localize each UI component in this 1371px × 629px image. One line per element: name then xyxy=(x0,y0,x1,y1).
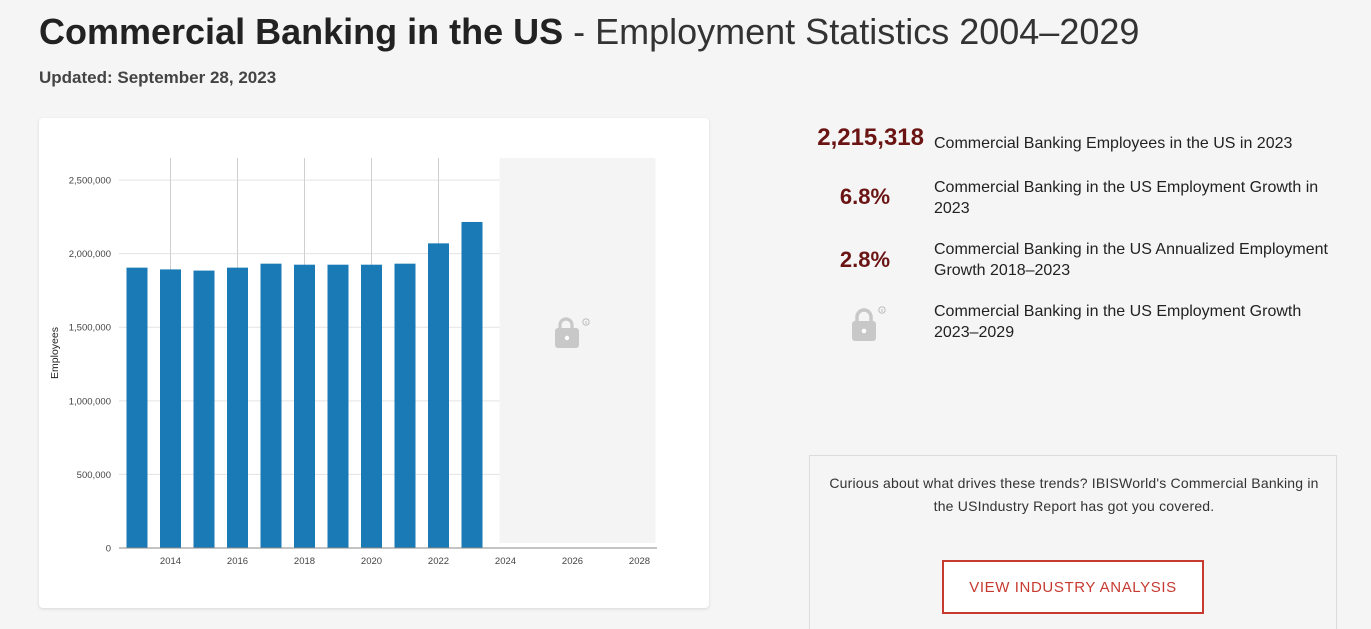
stat-label: Commercial Banking Employees in the US i… xyxy=(934,135,1293,152)
stat-value: 2.8% xyxy=(839,247,891,272)
stat-label: Commercial Banking in the US Annualized … xyxy=(934,241,1328,279)
chart-card: 0 500,000 1,000,000 1,500,000 2,000,000 2,500… xyxy=(39,118,709,608)
y-tick-label: 2,000,000 xyxy=(69,249,111,260)
bar-2016[interactable] xyxy=(227,267,248,548)
cta-text: Curious about what drives these trends? … xyxy=(829,475,1319,514)
stat-employees: 2,215,318 Commercial Banking Employees i… xyxy=(800,124,1360,154)
page-title-main: Commercial Banking in the US xyxy=(39,11,564,52)
bar-2019[interactable] xyxy=(327,264,349,548)
y-axis-label: Employees xyxy=(49,327,61,379)
x-tick-label: 2018 xyxy=(294,556,315,567)
bar-2020[interactable] xyxy=(361,264,382,548)
view-industry-analysis-button[interactable]: VIEW INDUSTRY ANALYSIS xyxy=(942,560,1204,614)
stat-growth-2023: 6.8% Commercial Banking in the US Employ… xyxy=(800,176,1360,220)
page-title: Commercial Banking in the US - Employmen… xyxy=(39,10,1139,54)
lock-icon[interactable] xyxy=(555,317,590,348)
bar-2018[interactable] xyxy=(294,264,315,548)
bar-2013[interactable] xyxy=(126,267,148,548)
page-title-sub: - Employment Statistics 2004–2029 xyxy=(563,11,1140,52)
y-tick-label: 0 xyxy=(106,544,111,555)
bar-2017[interactable] xyxy=(260,263,282,548)
x-tick-label: 2014 xyxy=(160,556,181,567)
x-tick-label: 2026 xyxy=(562,556,583,567)
x-tick-label: 2020 xyxy=(361,556,382,567)
locked-forecast-area xyxy=(499,158,656,543)
stat-value: 2,215,318 xyxy=(817,124,924,151)
x-tick-label: 2022 xyxy=(428,556,449,567)
y-tick-label: 1,500,000 xyxy=(69,323,111,334)
stat-value: 6.8% xyxy=(839,184,891,209)
y-tick-label: 1,000,000 xyxy=(69,396,111,407)
updated-date: Updated: September 28, 2023 xyxy=(39,68,277,87)
stat-annualized-growth: 2.8% Commercial Banking in the US Annual… xyxy=(800,238,1360,282)
x-tick-label: 2024 xyxy=(495,556,516,567)
employment-chart: 0 500,000 1,000,000 1,500,000 2,000,000 2,500… xyxy=(49,158,657,567)
y-tick-label: 2,500,000 xyxy=(69,176,111,187)
bar-2021[interactable] xyxy=(394,263,416,548)
stat-growth-forecast[interactable]: Commercial Banking in the US Employment … xyxy=(800,300,1360,344)
stat-label: Commercial Banking in the US Employment … xyxy=(934,303,1302,341)
x-tick-label: 2028 xyxy=(629,556,650,567)
bar-2015[interactable] xyxy=(193,270,215,548)
bar-2022[interactable] xyxy=(428,243,449,548)
cta-box: Curious about what drives these trends? … xyxy=(809,455,1337,629)
x-tick-label: 2016 xyxy=(227,556,248,567)
lock-icon[interactable] xyxy=(848,304,888,344)
bar-2023[interactable] xyxy=(461,221,483,548)
bar-2014[interactable] xyxy=(160,269,181,548)
stat-label: Commercial Banking in the US Employment … xyxy=(934,179,1319,217)
y-tick-label: 500,000 xyxy=(77,470,111,481)
